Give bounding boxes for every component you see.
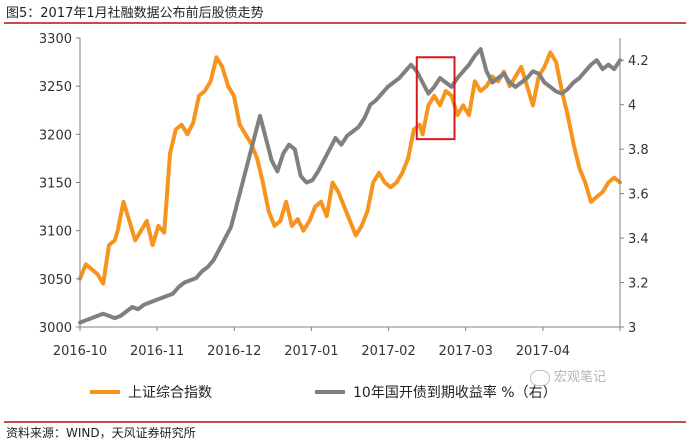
x-tick-label: 2016-12 <box>207 344 261 359</box>
top-rule <box>4 22 686 24</box>
x-tick-label: 2017-01 <box>284 344 338 359</box>
axes: 3000 3050 3100 3150 3200 3250 3300 3 3.2 3.4 3.6 3.… <box>39 32 649 359</box>
series-line-bond-yield <box>78 47 622 325</box>
left-tick-label: 3250 <box>39 80 72 95</box>
right-tick-label: 4.2 <box>628 54 649 69</box>
line-chart: 3000 3050 3100 3150 3200 3250 3300 3 3.2 3.4 3.6 3.… <box>39 32 649 401</box>
legend: 上证综合指数 10年国开债到期收益率 %（右） <box>90 384 557 401</box>
x-tick-label: 2017-04 <box>516 344 570 359</box>
x-tick-label: 2016-11 <box>130 344 184 359</box>
x-tick-label: 2017-02 <box>361 344 415 359</box>
right-tick-label: 3 <box>628 321 636 336</box>
watermark: 宏观笔记 <box>530 366 606 386</box>
left-tick-label: 3150 <box>39 177 72 192</box>
watermark-text: 宏观笔记 <box>554 370 607 385</box>
x-tick-label: 2017-03 <box>439 344 493 359</box>
left-tick-label: 3200 <box>39 128 72 143</box>
left-tick-label: 3050 <box>39 273 72 288</box>
figure-title: 图5：2017年1月社融数据公布前后股债走势 <box>6 6 264 21</box>
right-tick-label: 3.8 <box>628 143 649 158</box>
right-tick-label: 3.6 <box>628 188 649 203</box>
bottom-rule <box>4 421 686 423</box>
left-tick-label: 3100 <box>39 225 72 240</box>
highlight-box <box>415 56 456 141</box>
source-note: 资料来源：WIND，天风证券研究所 <box>6 426 196 440</box>
left-tick-label: 3300 <box>39 32 72 47</box>
legend-label-shanghai-index: 上证综合指数 <box>128 385 212 401</box>
legend-label-bond-yield: 10年国开债到期收益率 %（右） <box>353 384 557 401</box>
right-tick-label: 3.4 <box>628 232 649 247</box>
wechat-icon <box>530 369 550 386</box>
x-tick-label: 2016-10 <box>53 344 107 359</box>
right-tick-label: 3.2 <box>628 277 649 292</box>
left-tick-label: 3000 <box>39 321 72 336</box>
plot-area <box>78 47 622 325</box>
series-line-shanghai-index <box>78 50 622 286</box>
right-tick-label: 4 <box>628 99 636 114</box>
